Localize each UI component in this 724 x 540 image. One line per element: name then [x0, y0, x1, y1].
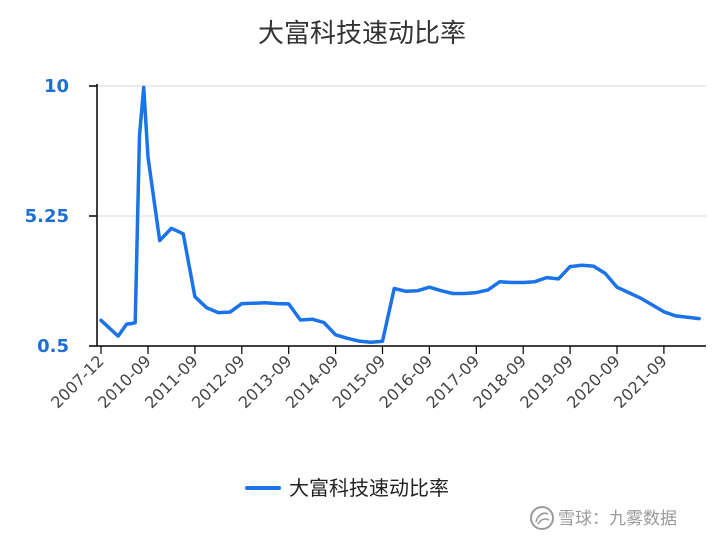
- data-point: [569, 265, 571, 268]
- data-point: [545, 276, 548, 279]
- data-point: [217, 311, 220, 314]
- data-point: [170, 227, 173, 230]
- data-point: [522, 281, 524, 284]
- snowball-logo-icon: [530, 506, 554, 530]
- data-point: [299, 319, 302, 321]
- data-point: [182, 232, 184, 235]
- watermark-text: 雪球：九雾数据: [558, 509, 677, 529]
- data-point: [440, 289, 442, 292]
- data-point: [452, 292, 454, 295]
- data-point: [252, 302, 255, 305]
- data-point: [616, 286, 618, 288]
- data-point: [534, 280, 536, 283]
- data-point: [205, 306, 208, 309]
- data-point: [428, 286, 431, 288]
- series-layer: [99, 85, 701, 344]
- data-point: [117, 335, 119, 337]
- data-point: [158, 239, 161, 242]
- data-point: [463, 292, 466, 295]
- chart-title: 大富科技速动比率: [258, 19, 466, 49]
- data-point: [487, 289, 489, 291]
- y-tick-label: 5.25: [25, 206, 69, 227]
- series-line: [99, 85, 701, 344]
- legend[interactable]: 大富科技速动比率: [245, 476, 449, 500]
- data-point: [369, 341, 372, 343]
- data-point: [138, 134, 141, 137]
- data-point: [663, 310, 665, 313]
- data-point: [557, 278, 560, 280]
- y-tick-label: 0.5: [37, 336, 69, 357]
- data-point: [346, 337, 349, 340]
- data-point: [416, 289, 419, 292]
- y-tick-label: 10: [44, 76, 69, 97]
- x-axis: 2007-122010-092011-092012-092013-092014-…: [47, 345, 706, 412]
- data-point: [393, 287, 396, 290]
- data-point: [229, 311, 231, 313]
- data-point: [627, 291, 630, 294]
- data-point: [651, 304, 653, 306]
- y-axis: 0.5 5.25 10: [25, 76, 98, 357]
- data-point: [581, 264, 583, 267]
- data-point: [147, 156, 149, 158]
- data-point: [674, 315, 677, 317]
- data-point: [287, 303, 290, 305]
- data-point: [475, 291, 478, 294]
- data-point: [698, 317, 700, 320]
- data-point: [100, 319, 102, 322]
- data-point: [381, 340, 384, 343]
- data-point: [498, 280, 501, 283]
- data-point: [639, 297, 642, 299]
- data-point: [604, 272, 607, 275]
- data-point: [194, 295, 196, 298]
- data-point: [510, 281, 513, 284]
- data-point: [125, 323, 128, 325]
- data-point: [334, 333, 337, 336]
- data-point: [323, 321, 325, 324]
- data-point: [358, 340, 360, 342]
- watermark: 雪球：九雾数据: [530, 506, 677, 530]
- legend-label: 大富科技速动比率: [289, 476, 449, 500]
- data-point: [130, 322, 132, 325]
- data-point: [311, 318, 313, 320]
- data-point: [686, 316, 689, 319]
- gridlines: [97, 85, 706, 217]
- data-point: [134, 321, 136, 324]
- data-point: [276, 302, 278, 305]
- data-point: [241, 302, 243, 305]
- data-point: [405, 290, 407, 293]
- data-point: [592, 265, 595, 267]
- data-point: [264, 301, 267, 304]
- data-point: [142, 86, 145, 89]
